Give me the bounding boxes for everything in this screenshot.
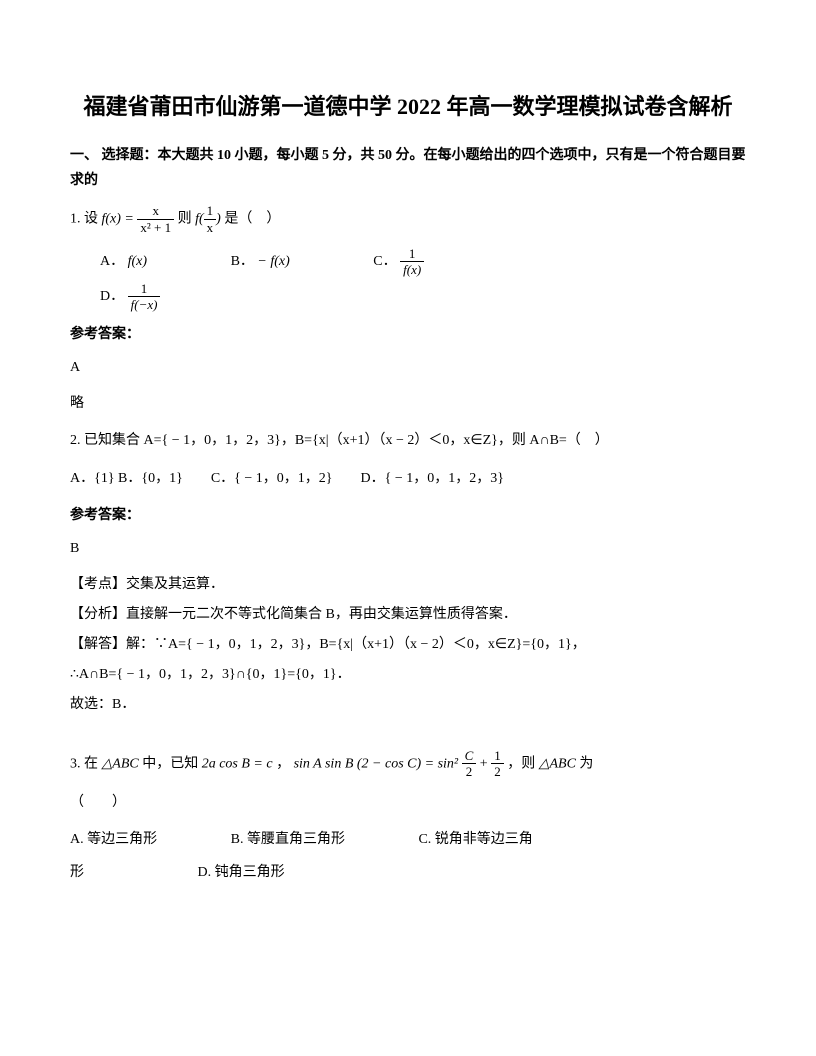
q3-prefix: 3. 在 xyxy=(70,756,102,771)
q3-eq1: 2a cos B = c xyxy=(202,756,273,771)
q3-eq2-half-num: 1 xyxy=(491,748,504,765)
q1-fx: f(x) = xyxy=(102,212,138,227)
q1-brief: 略 xyxy=(70,391,746,416)
q1-f1x-label: f( xyxy=(195,212,204,227)
q3-tri2: △ABC xyxy=(539,756,576,771)
q1-options: A． f(x) B． − f(x) C． 1 f(x) D． 1 f(−x) xyxy=(70,244,746,315)
q1-answer-label: 参考答案： xyxy=(70,322,746,347)
q1-frac1: x x² + 1 xyxy=(137,203,174,235)
q3-optD: D. 钝角三角形 xyxy=(198,860,285,885)
q1-optC-frac: 1 f(x) xyxy=(400,246,424,278)
q1-f1x-den: x xyxy=(204,220,217,236)
question-1: 1. 设 f(x) = x x² + 1 则 f( 1 x ) 是（ ） xyxy=(70,203,746,235)
q2-fenxi: 【分析】直接解一元二次不等式化简集合 B，再由交集运算性质得答案． xyxy=(70,602,746,627)
q1-optD-den: f(−x) xyxy=(128,297,161,313)
q3-eq2-frac-den: 2 xyxy=(462,764,477,780)
q3-optC: C. 锐角非等边三角 xyxy=(418,827,532,852)
q1-optB-val: − f(x) xyxy=(257,254,289,269)
q1-optA: A． f(x) xyxy=(100,244,147,279)
q3-eq2-half-den: 2 xyxy=(491,764,504,780)
q1-optD: D． 1 f(−x) xyxy=(100,279,160,314)
q1-answer: A xyxy=(70,355,746,380)
q3-eq2-left: sin A sin B (2 − cos C) = sin² xyxy=(294,756,459,771)
q2-answer-label: 参考答案： xyxy=(70,503,746,528)
q2-answer: B xyxy=(70,536,746,561)
q3-optC2: 形 xyxy=(70,860,84,885)
q2-options: A．{1} B．{0，1} C．{ − 1，0，1，2} D．{ − 1，0，1… xyxy=(70,464,746,495)
section-header: 一、 选择题：本大题共 10 小题，每小题 5 分，共 50 分。在每小题给出的… xyxy=(70,143,746,193)
q3-suffix: 为 xyxy=(579,756,593,771)
q3-optB: B. 等腰直角三角形 xyxy=(231,827,345,852)
q3-eq2-frac-num: C xyxy=(462,748,477,765)
question-3: 3. 在 △ABC 中，已知 2a cos B = c ， sin A sin … xyxy=(70,748,746,780)
q3-mid1: 中，已知 xyxy=(142,756,202,771)
q1-frac1-den: x² + 1 xyxy=(137,220,174,236)
question-2: 2. 已知集合 A={ − 1，0，1，2，3}，B={x|（x+1）（x − … xyxy=(70,426,746,457)
q1-frac1-num: x xyxy=(137,203,174,220)
q1-f1x-close: ) xyxy=(216,212,221,227)
q3-optA: A. 等边三角形 xyxy=(70,827,157,852)
q1-optD-num: 1 xyxy=(128,281,161,298)
q1-optA-label: A． xyxy=(100,254,124,269)
q1-f1x-frac: 1 x xyxy=(204,203,217,235)
q1-optA-val: f(x) xyxy=(128,254,147,269)
q3-mid2: ， xyxy=(276,756,290,771)
q3-options-row1: A. 等边三角形 B. 等腰直角三角形 C. 锐角非等边三角 xyxy=(70,827,746,852)
q1-mid: 则 xyxy=(178,212,196,227)
q2-kaodian: 【考点】交集及其运算． xyxy=(70,572,746,597)
q1-optC-num: 1 xyxy=(400,246,424,263)
q1-suffix: 是（ ） xyxy=(224,212,280,227)
q1-optD-frac: 1 f(−x) xyxy=(128,281,161,313)
q3-eq2-plus: + xyxy=(480,756,491,771)
q1-optC: C． 1 f(x) xyxy=(373,244,424,279)
q3-tri: △ABC xyxy=(102,756,139,771)
q3-mid3: ，则 xyxy=(507,756,539,771)
q3-paren: （ ） xyxy=(70,788,746,819)
q3-eq2-half: 1 2 xyxy=(491,748,504,780)
q1-optB: B． − f(x) xyxy=(231,244,290,279)
q2-guxuan: 故选：B． xyxy=(70,692,746,717)
q1-optD-label: D． xyxy=(100,289,124,304)
page-title: 福建省莆田市仙游第一道德中学 2022 年高一数学理模拟试卷含解析 xyxy=(70,90,746,123)
q1-f1x-num: 1 xyxy=(204,203,217,220)
q1-optB-label: B． xyxy=(231,254,254,269)
q2-jieda1: 【解答】解：∵A={ − 1，0，1，2，3}，B={x|（x+1）（x − 2… xyxy=(70,632,746,657)
q3-eq2-frac: C 2 xyxy=(462,748,477,780)
q3-options-row2: 形 D. 钝角三角形 xyxy=(70,860,746,885)
q2-jieda2: ∴A∩B={ − 1，0，1，2，3}∩{0，1}={0，1}． xyxy=(70,662,746,687)
q1-optC-den: f(x) xyxy=(400,262,424,278)
q1-prefix: 1. 设 xyxy=(70,212,102,227)
q1-optC-label: C． xyxy=(373,254,396,269)
